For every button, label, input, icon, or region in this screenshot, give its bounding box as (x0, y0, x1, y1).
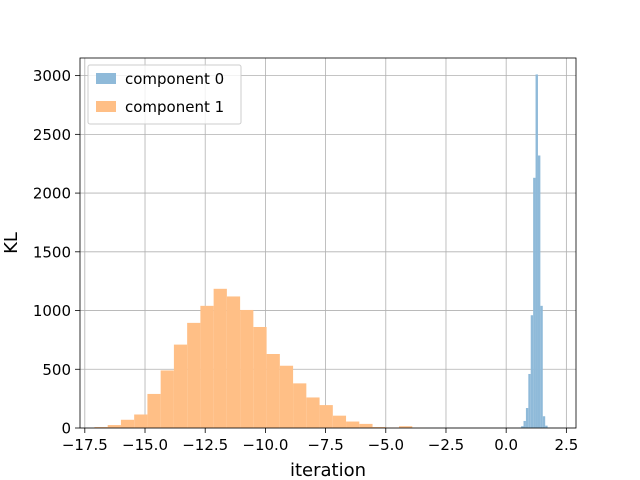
axes-border (79, 57, 577, 429)
y-axis-label: KL (1, 232, 22, 254)
histogram-bar-component-0 (542, 416, 546, 428)
y-tick-label: 1000 (33, 302, 71, 320)
histogram-bar-component-0 (530, 315, 534, 428)
histogram-bar-component-1 (346, 421, 360, 428)
x-tick-label: 0.0 (494, 436, 518, 454)
histogram-bar-component-1 (94, 427, 108, 428)
x-axis-label: iteration (290, 460, 366, 480)
y-tick-label: 1500 (33, 243, 71, 261)
tick-marks (75, 75, 567, 433)
histogram-bar-component-1 (359, 423, 373, 428)
histogram-bar-component-0 (533, 177, 536, 428)
legend-label-component-1: component 1 (125, 98, 224, 116)
x-tick-label: −12.5 (182, 436, 228, 454)
x-tick-label: −10.0 (242, 436, 288, 454)
x-tick-label: −5.0 (368, 436, 404, 454)
histogram-bar-component-1 (293, 383, 307, 428)
histogram-bar-component-1 (266, 354, 280, 428)
histogram-bar-component-1 (332, 415, 347, 428)
y-tick-label: 500 (42, 361, 71, 379)
histogram-bar-component-1 (306, 397, 320, 428)
histogram-bar-component-1 (240, 309, 254, 428)
legend-box (87, 64, 242, 125)
histogram-bar-component-1 (173, 344, 188, 428)
histogram-bar-component-1 (107, 425, 121, 428)
histogram-bar-component-0 (540, 305, 543, 428)
x-tick-label: 2.5 (554, 436, 578, 454)
histogram-bar-component-0 (528, 373, 531, 428)
histogram-bar-component-0 (545, 425, 548, 428)
histogram-bar-component-1 (253, 326, 267, 428)
y-tick-labels: 0 500 1000 1500 2000 2500 3000 (33, 67, 71, 437)
y-tick-label: 3000 (33, 67, 71, 85)
histogram-bar-component-0 (537, 155, 541, 428)
y-tick-label: 2000 (33, 185, 71, 203)
legend: component 0 component 1 (87, 64, 242, 125)
histogram-bar-component-1 (134, 414, 148, 428)
histogram-bar-component-1 (213, 288, 227, 428)
histogram-bar-component-1 (319, 405, 333, 428)
legend-swatch-component-1 (96, 101, 116, 112)
y-tick-label: 2500 (33, 126, 71, 144)
histogram-bar-component-1 (187, 322, 201, 428)
histogram-bar-component-1 (120, 419, 135, 428)
histogram-bar-component-1 (147, 393, 161, 428)
histogram-bar-component-0 (535, 74, 538, 428)
x-tick-label: −2.5 (428, 436, 464, 454)
histogram-bar-component-1 (160, 370, 174, 428)
histogram-bar-component-0 (523, 420, 526, 428)
x-tick-label: −7.5 (307, 436, 343, 454)
axes-frame (79, 57, 577, 429)
histogram-bar-component-1 (200, 305, 214, 428)
legend-label-component-0: component 0 (125, 70, 224, 88)
x-tick-label: −17.5 (62, 436, 108, 454)
grid-lines (80, 58, 576, 429)
histogram-bar-component-1 (226, 296, 241, 428)
histogram-bar-component-0 (525, 408, 529, 428)
histogram-bar-component-1 (372, 427, 386, 428)
histogram-bar-component-1 (399, 426, 413, 428)
histogram-bars (94, 74, 553, 428)
histogram-bar-component-1 (279, 365, 294, 428)
y-tick-label: 0 (61, 420, 71, 438)
x-tick-labels: −17.5 −15.0 −12.5 −10.0 −7.5 −5.0 −2.5 0.0 2.5 (62, 436, 578, 454)
x-tick-label: −15.0 (122, 436, 168, 454)
legend-swatch-component-0 (96, 73, 116, 84)
histogram-bar-component-0 (521, 426, 524, 428)
